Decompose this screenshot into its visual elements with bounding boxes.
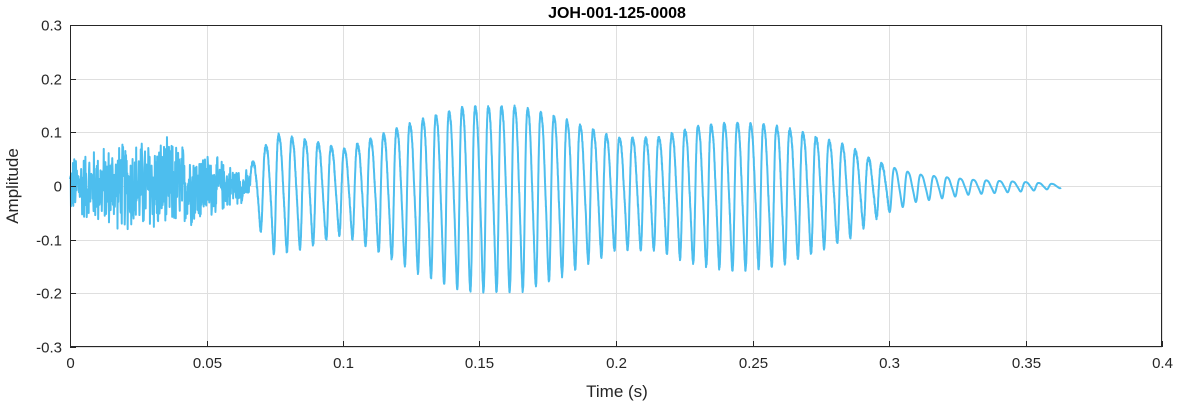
x-tick-label: 0.2 — [606, 355, 627, 372]
x-tick-label: 0.1 — [333, 355, 354, 372]
y-tick-label: -0.2 — [36, 286, 62, 303]
waveform-series-line — [69, 104, 1062, 294]
x-tick-label: 0.35 — [1012, 355, 1041, 372]
y-tick-label: 0.3 — [41, 18, 62, 35]
chart-title: JOH-001-125-0008 — [548, 5, 686, 22]
series-layer — [69, 104, 1062, 294]
y-tick-label: 0.1 — [41, 125, 62, 142]
x-tick-label: 0.25 — [739, 355, 768, 372]
x-tick-label: 0.05 — [193, 355, 222, 372]
x-tick-label: 0 — [66, 355, 74, 372]
x-axis-ticks: 0 0.05 0.1 0.15 0.2 0.25 0.3 0.35 0.4 — [66, 341, 1173, 372]
x-axis-label: Time (s) — [586, 382, 648, 401]
y-tick-label: 0 — [54, 179, 62, 196]
y-axis-ticks: -0.3 -0.2 -0.1 0 0.1 0.2 0.3 — [36, 18, 76, 357]
x-tick-label: 0.3 — [879, 355, 900, 372]
y-axis-label: Amplitude — [3, 148, 22, 224]
x-tick-label: 0.4 — [1152, 355, 1173, 372]
plot-area — [69, 25, 1163, 348]
x-tick-label: 0.15 — [465, 355, 494, 372]
y-tick-label: -0.1 — [36, 233, 62, 250]
y-tick-label: -0.3 — [36, 340, 62, 357]
y-tick-label: 0.2 — [41, 72, 62, 89]
